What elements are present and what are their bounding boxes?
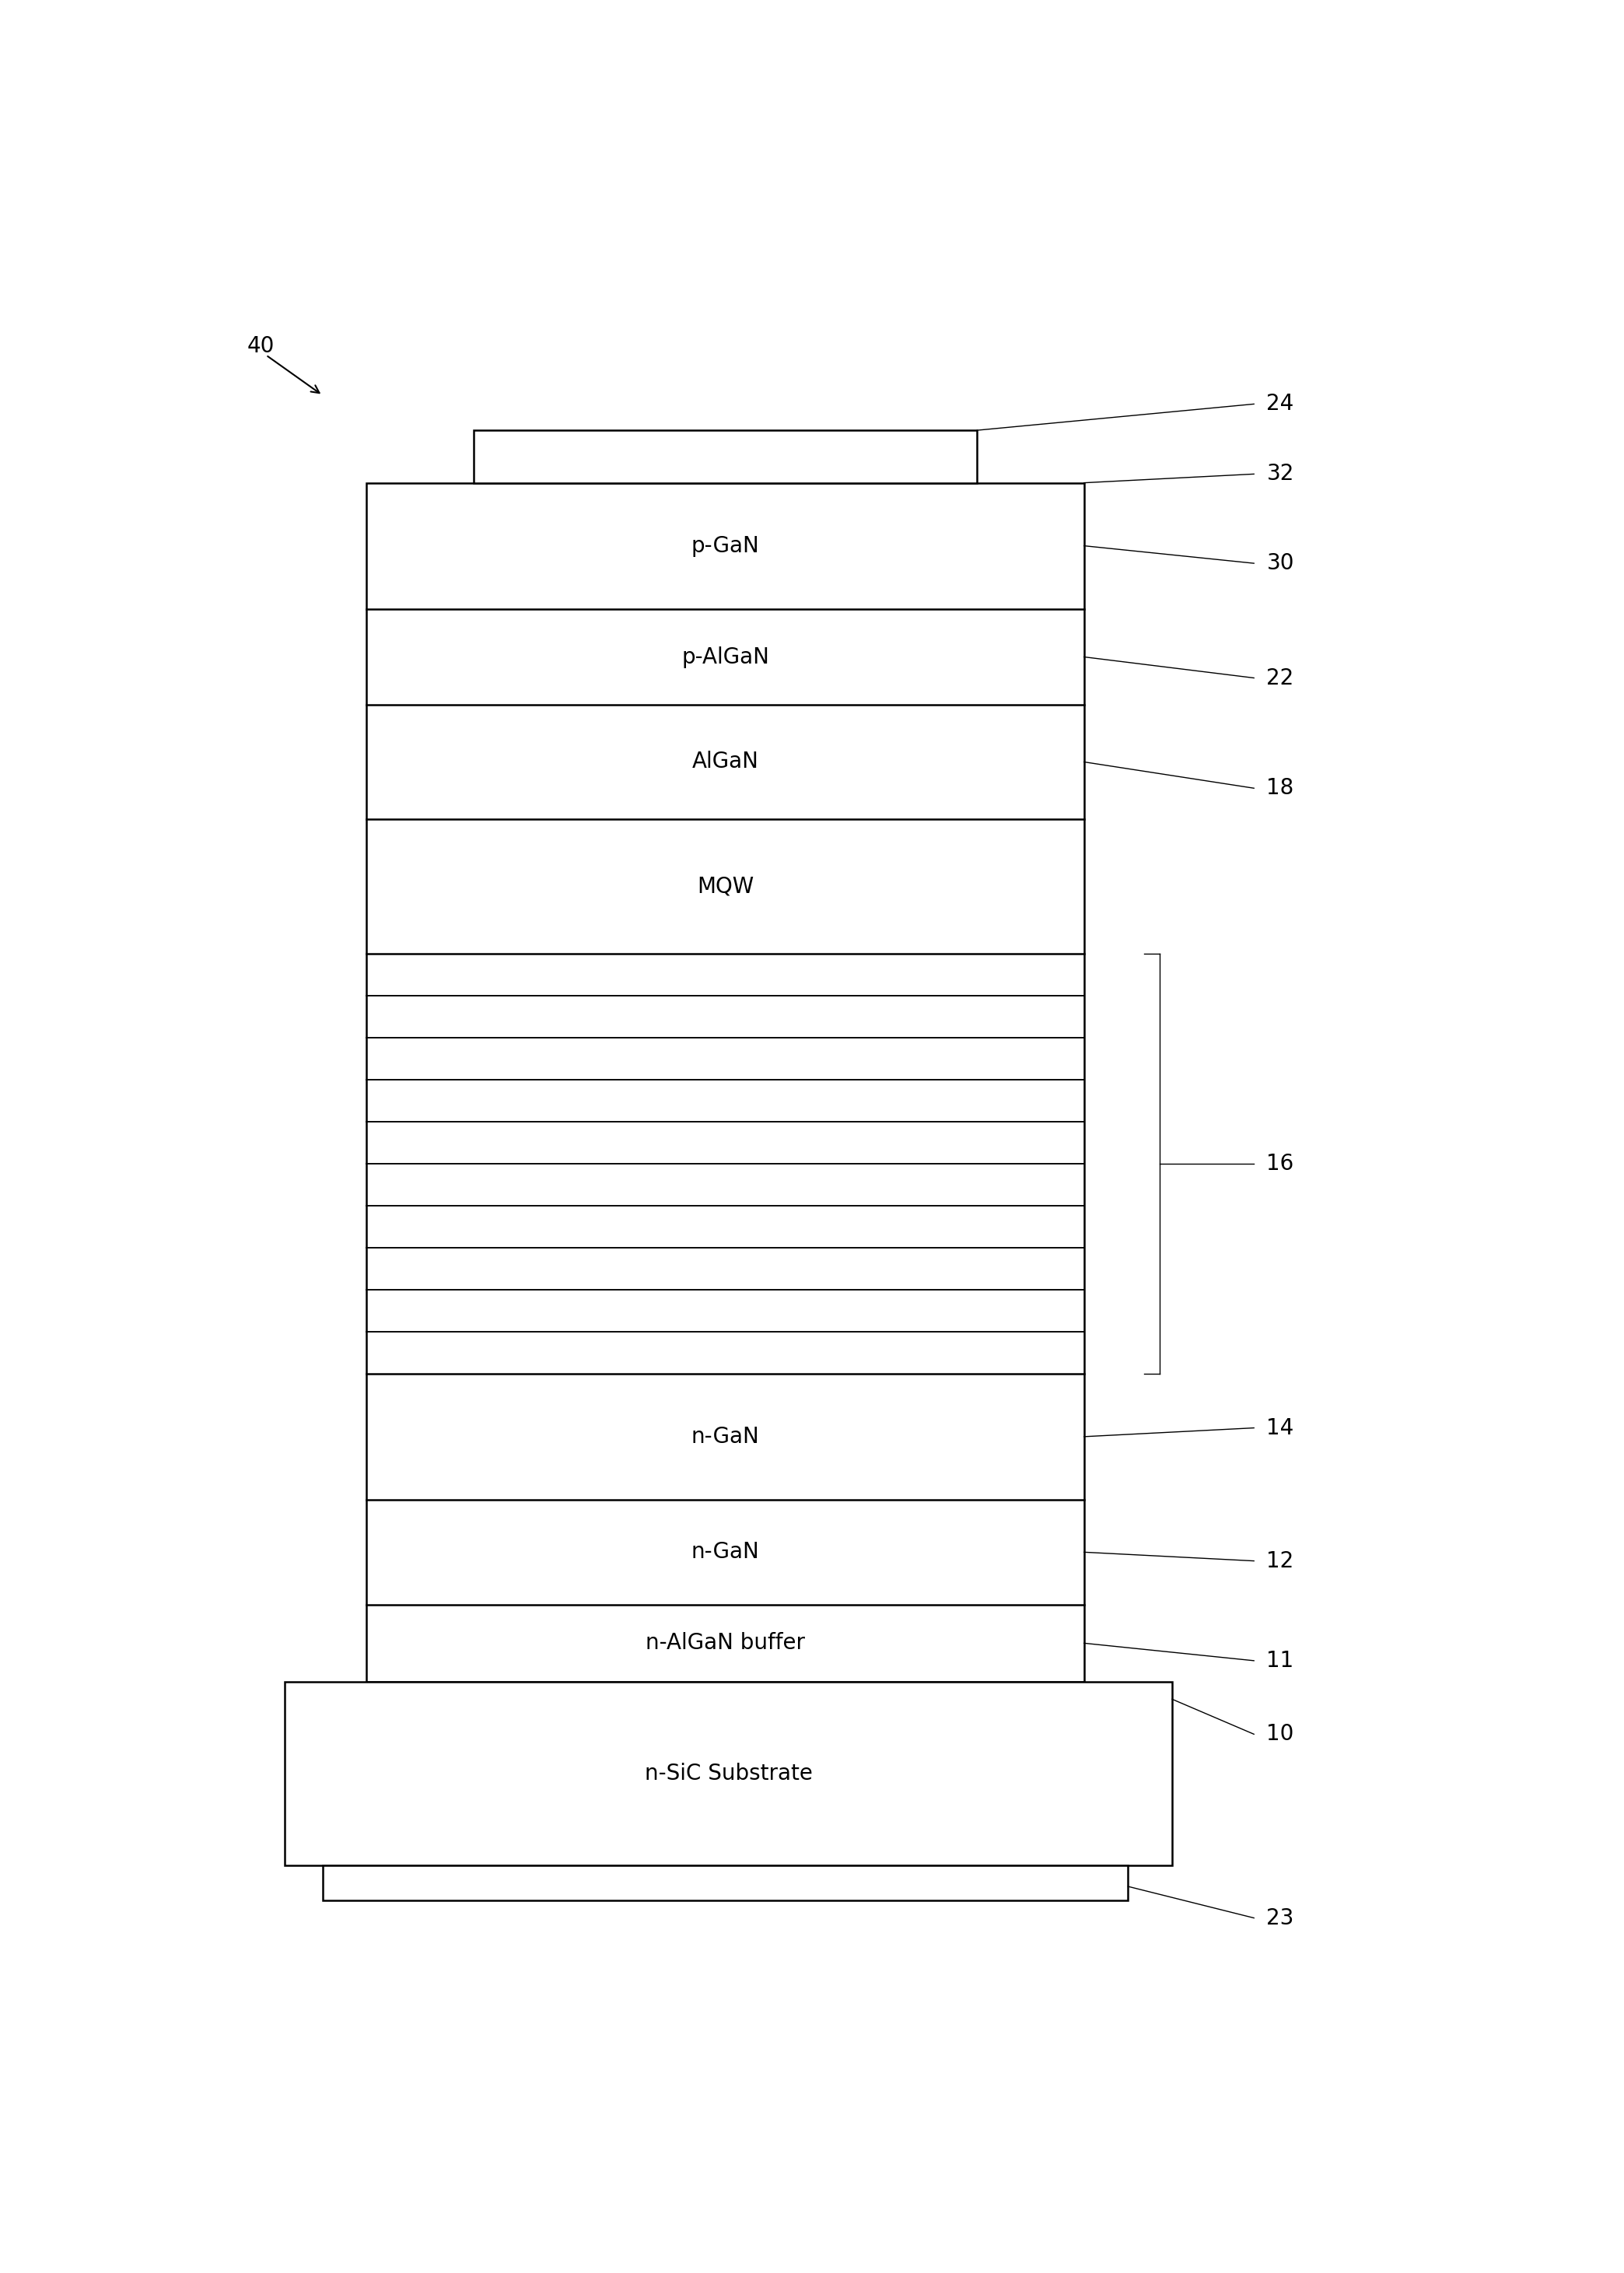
Bar bbox=[367, 482, 1083, 1682]
Bar bbox=[474, 430, 978, 482]
Text: 40: 40 bbox=[247, 336, 274, 357]
Text: 14: 14 bbox=[1267, 1416, 1294, 1439]
Text: n-SiC Substrate: n-SiC Substrate bbox=[645, 1762, 812, 1784]
Text: p-AlGaN: p-AlGaN bbox=[682, 646, 770, 668]
Text: 24: 24 bbox=[1267, 393, 1294, 416]
Text: 30: 30 bbox=[1267, 552, 1294, 575]
Text: MQW: MQW bbox=[697, 875, 754, 898]
Text: 32: 32 bbox=[1267, 464, 1294, 484]
Text: n-GaN: n-GaN bbox=[692, 1425, 760, 1448]
Text: n-GaN: n-GaN bbox=[692, 1541, 760, 1564]
Text: 16: 16 bbox=[1267, 1152, 1294, 1175]
Text: 22: 22 bbox=[1267, 666, 1294, 689]
Text: 10: 10 bbox=[1267, 1723, 1294, 1746]
Text: 23: 23 bbox=[1267, 1907, 1294, 1930]
Text: n-AlGaN buffer: n-AlGaN buffer bbox=[646, 1632, 806, 1655]
Text: AlGaN: AlGaN bbox=[692, 750, 758, 773]
Text: 12: 12 bbox=[1267, 1550, 1294, 1573]
Text: p-GaN: p-GaN bbox=[692, 534, 760, 557]
Bar bbox=[323, 1866, 1129, 1900]
Bar bbox=[284, 1682, 1173, 1866]
Text: 18: 18 bbox=[1267, 777, 1294, 800]
Text: 11: 11 bbox=[1267, 1650, 1294, 1671]
